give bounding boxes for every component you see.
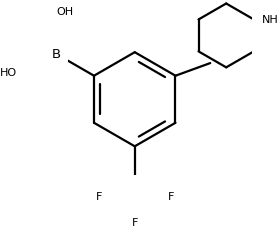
Text: B: B [52, 48, 61, 61]
Text: F: F [167, 191, 174, 201]
Text: HO: HO [0, 68, 18, 78]
Text: F: F [131, 217, 138, 227]
Text: NH: NH [262, 15, 278, 25]
Text: F: F [96, 191, 102, 201]
Text: OH: OH [56, 7, 73, 17]
